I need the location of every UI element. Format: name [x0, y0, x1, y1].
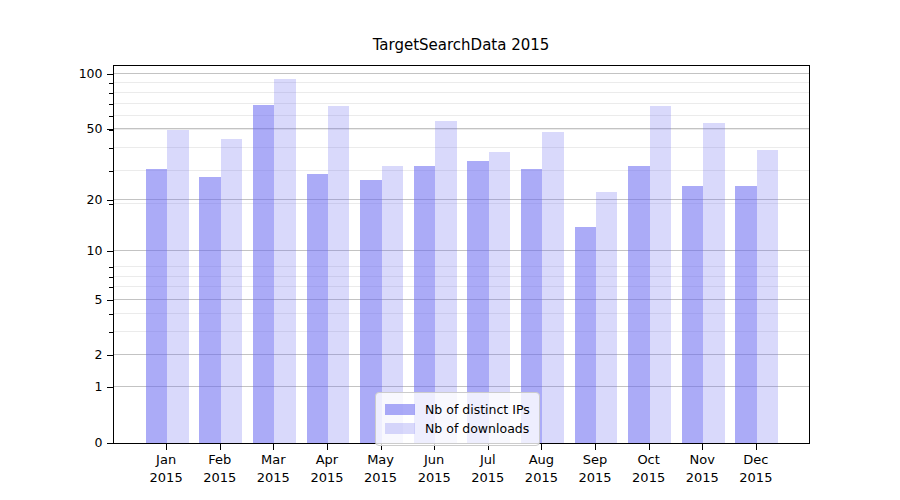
gridline-minor — [114, 82, 809, 83]
y-tick-mark — [107, 200, 113, 201]
y-tick-label: 1 — [0, 379, 103, 395]
x-tick-mark — [649, 444, 650, 450]
bar-distinct-ips-9 — [575, 227, 596, 443]
y-tick-mark — [107, 74, 113, 75]
y-minor-tick-mark — [109, 83, 113, 84]
y-minor-tick-mark — [109, 267, 113, 268]
x-tick-label: Dec 2015 — [716, 451, 796, 487]
y-minor-tick-mark — [109, 104, 113, 105]
bar-distinct-ips-4 — [307, 174, 328, 443]
y-minor-tick-mark — [109, 314, 113, 315]
bar-distinct-ips-3 — [253, 105, 274, 443]
bar-downloads-2 — [221, 139, 242, 443]
bar-distinct-ips-1 — [146, 169, 167, 443]
bar-distinct-ips-12 — [735, 186, 756, 443]
y-tick-mark — [107, 443, 113, 444]
y-minor-tick-mark — [109, 204, 113, 205]
y-tick-label: 20 — [0, 192, 103, 208]
x-tick-mark — [702, 444, 703, 450]
y-tick-mark — [107, 387, 113, 388]
x-tick-mark — [541, 444, 542, 450]
x-tick-mark — [595, 444, 596, 450]
y-tick-mark — [107, 251, 113, 252]
y-minor-tick-mark — [109, 287, 113, 288]
y-tick-mark — [107, 300, 113, 301]
bar-downloads-9 — [596, 192, 617, 442]
y-minor-tick-mark — [109, 332, 113, 333]
legend: Nb of distinct IPs Nb of downloads — [375, 392, 540, 446]
y-minor-tick-mark — [109, 130, 113, 131]
gridline-minor — [114, 115, 809, 116]
x-tick-mark — [166, 444, 167, 450]
gridline-major — [114, 73, 809, 74]
legend-label-downloads: Nb of downloads — [425, 420, 529, 437]
bar-distinct-ips-11 — [682, 186, 703, 443]
gridline-minor — [114, 92, 809, 93]
bar-downloads-3 — [274, 79, 295, 443]
matplotlib-figure: TargetSearchData 2015 0125102050100Jan 2… — [0, 0, 900, 500]
bar-downloads-8 — [542, 132, 563, 443]
legend-swatch-distinct-ips — [385, 404, 415, 415]
x-tick-mark — [327, 444, 328, 450]
bar-downloads-10 — [650, 106, 671, 443]
chart-title: TargetSearchData 2015 — [113, 36, 810, 54]
x-tick-mark — [220, 444, 221, 450]
y-minor-tick-mark — [109, 171, 113, 172]
y-tick-label: 2 — [0, 347, 103, 363]
y-tick-label: 10 — [0, 243, 103, 259]
legend-row-downloads: Nb of downloads — [385, 420, 530, 437]
y-tick-label: 5 — [0, 292, 103, 308]
y-minor-tick-mark — [109, 116, 113, 117]
y-tick-label: 50 — [0, 121, 103, 137]
gridline-minor — [114, 103, 809, 104]
y-tick-label: 100 — [0, 66, 103, 82]
legend-label-distinct-ips: Nb of distinct IPs — [425, 401, 530, 418]
bar-downloads-4 — [328, 106, 349, 443]
x-tick-mark — [756, 444, 757, 450]
bar-downloads-11 — [703, 123, 724, 443]
plot-area — [113, 65, 810, 444]
x-tick-mark — [273, 444, 274, 450]
y-minor-tick-mark — [109, 148, 113, 149]
bar-distinct-ips-2 — [199, 177, 220, 443]
legend-row-distinct-ips: Nb of distinct IPs — [385, 401, 530, 418]
bar-downloads-12 — [757, 150, 778, 443]
bar-distinct-ips-10 — [628, 166, 649, 443]
y-tick-label: 0 — [0, 435, 103, 451]
legend-swatch-downloads — [385, 423, 415, 434]
y-minor-tick-mark — [109, 93, 113, 94]
y-minor-tick-mark — [109, 277, 113, 278]
y-tick-mark — [107, 355, 113, 356]
bar-downloads-1 — [167, 130, 188, 442]
